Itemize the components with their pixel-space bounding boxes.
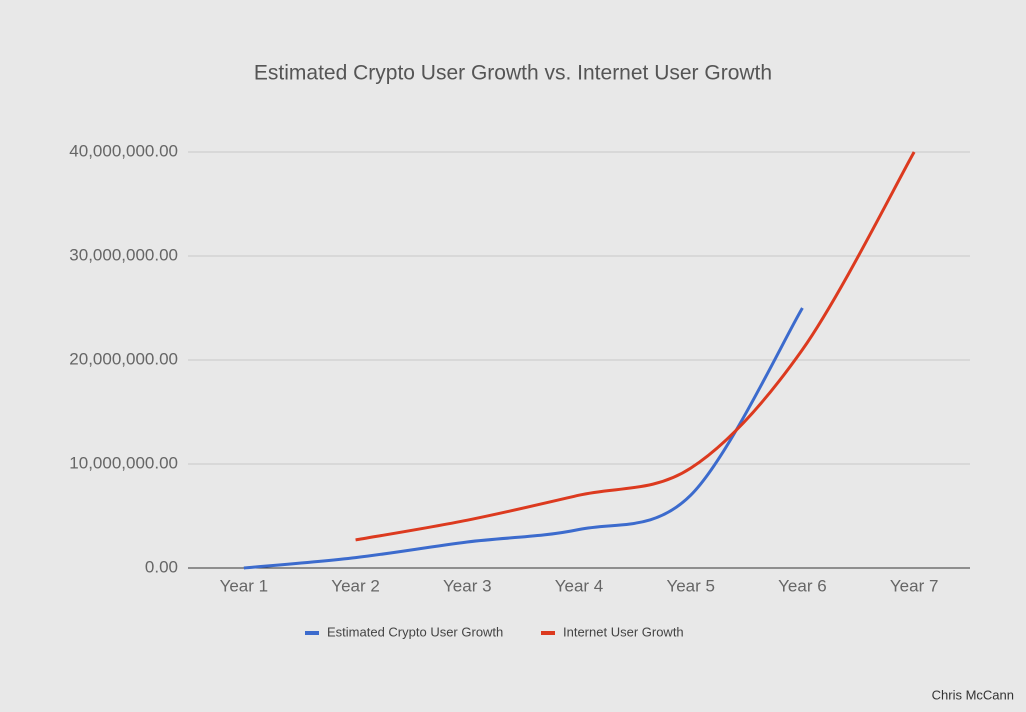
x-tick-label: Year 6 — [778, 576, 827, 595]
y-tick-label: 0.00 — [145, 557, 178, 576]
credit: Chris McCann — [932, 687, 1014, 702]
x-tick-label: Year 3 — [443, 576, 492, 595]
y-tick-label: 40,000,000.00 — [69, 141, 178, 160]
x-tick-label: Year 1 — [220, 576, 269, 595]
series-line — [355, 151, 916, 542]
y-tick-label: 10,000,000.00 — [69, 453, 178, 472]
legend-label: Internet User Growth — [563, 624, 684, 639]
x-tick-label: Year 5 — [666, 576, 715, 595]
chart-title: Estimated Crypto User Growth vs. Interne… — [254, 62, 772, 85]
y-tick-label: 20,000,000.00 — [69, 349, 178, 368]
x-tick-label: Year 7 — [890, 576, 939, 595]
x-tick-label: Year 4 — [555, 576, 604, 595]
legend-label: Estimated Crypto User Growth — [327, 624, 503, 639]
series-line — [243, 307, 804, 570]
y-tick-label: 30,000,000.00 — [69, 245, 178, 264]
x-tick-label: Year 2 — [331, 576, 380, 595]
